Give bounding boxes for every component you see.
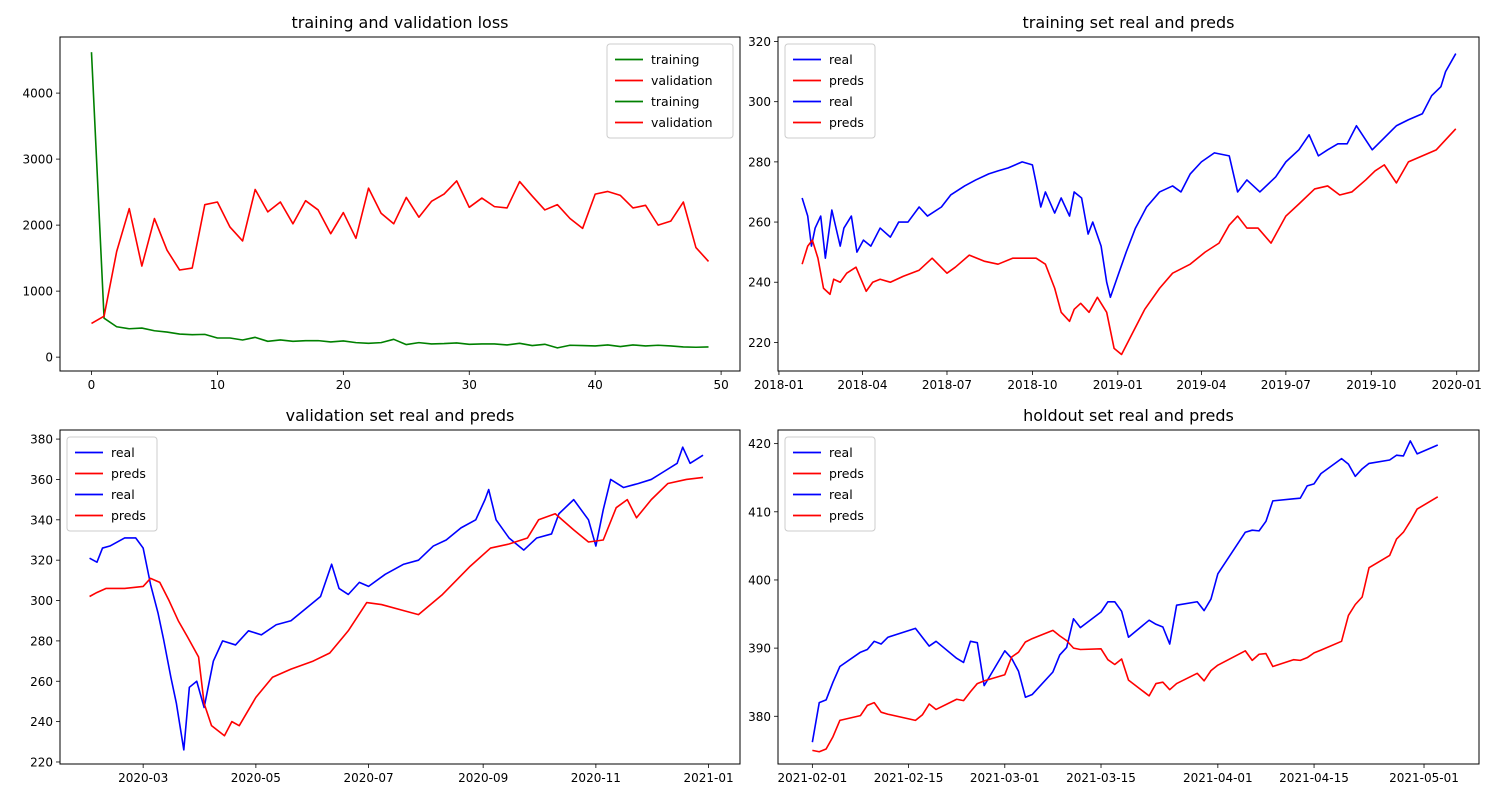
plot-frame [59, 36, 741, 372]
x-tick-label: 2021-05-01 [1389, 771, 1459, 785]
legend-label: validation [651, 115, 713, 130]
subplot-holdout-set-real-and-preds: holdout set real and preds 2021-02-01 202… [748, 406, 1480, 785]
legend: real preds real preds [784, 43, 876, 139]
plot-frame [59, 429, 741, 765]
series-line-training [90, 52, 709, 349]
y-tick-label: 360 [30, 473, 53, 487]
subplot-training-set-real-and-preds: training set real and preds 2018-01 2018-… [748, 13, 1482, 392]
y-tick-label: 240 [748, 276, 771, 290]
y-tick-label: 380 [30, 433, 53, 447]
x-tick-label: 2018-04 [837, 378, 887, 392]
subplot-training-validation-loss: training and validation loss 0 10 20 30 40 50… [22, 13, 741, 392]
legend-label: preds [829, 508, 864, 523]
x-tick-label: 50 [713, 378, 728, 392]
legend-label: real [829, 445, 853, 460]
y-tick-label: 340 [30, 513, 53, 527]
y-tick-label: 4000 [22, 87, 53, 101]
series-line-real [811, 440, 1439, 743]
subplot-validation-set-real-and-preds: validation set real and preds 2020-03 202… [30, 406, 741, 785]
y-tick-label: 390 [748, 642, 771, 656]
y-tick-label: 0 [45, 351, 53, 365]
y-tick-label: 3000 [22, 153, 53, 167]
legend-label: validation [651, 73, 713, 88]
legend-box [784, 43, 876, 139]
y-tick-label: 220 [748, 336, 771, 350]
y-tick-label: 400 [748, 573, 771, 587]
legend-label: training [651, 94, 699, 109]
x-tick-label: 2018-07 [922, 378, 972, 392]
x-tick-label: 2018-10 [1007, 378, 1057, 392]
x-tick-label: 2021-04-01 [1183, 771, 1253, 785]
y-tick-label: 260 [748, 216, 771, 230]
legend-label: preds [829, 73, 864, 88]
series-line-preds [89, 476, 704, 737]
y-tick-label: 380 [748, 710, 771, 724]
x-tick-label: 20 [336, 378, 351, 392]
x-tick-label: 2021-03-01 [970, 771, 1040, 785]
plot-frame [777, 36, 1480, 372]
y-tick-label: 240 [30, 715, 53, 729]
x-tick-label: 10 [210, 378, 225, 392]
legend-box [66, 436, 158, 532]
x-tick-label: 2021-03-15 [1066, 771, 1136, 785]
chart-title: validation set real and preds [286, 406, 515, 425]
y-tick-label: 320 [30, 554, 53, 568]
y-tick-label: 260 [30, 675, 53, 689]
legend-label: real [829, 52, 853, 67]
y-tick-label: 420 [748, 437, 771, 451]
legend-label: real [829, 487, 853, 502]
x-tick-label: 2020-11 [571, 771, 621, 785]
plot-frame [777, 429, 1480, 765]
x-tick-label: 2021-04-15 [1279, 771, 1349, 785]
y-tick-label: 220 [30, 755, 53, 769]
x-tick-label: 2021-02-01 [777, 771, 847, 785]
legend-label: real [829, 94, 853, 109]
legend: training validation training validation [606, 43, 734, 139]
x-tick-label: 2021-02-15 [874, 771, 944, 785]
x-tick-label: 2021-01 [684, 771, 734, 785]
series-line-real [89, 446, 704, 751]
series-line-preds [801, 128, 1457, 356]
x-tick-label: 2020-03 [118, 771, 168, 785]
legend-label: real [111, 487, 135, 502]
legend-label: real [111, 445, 135, 460]
series-line-real [801, 53, 1457, 299]
y-tick-label: 300 [748, 95, 771, 109]
x-tick-label: 2020-09 [458, 771, 508, 785]
legend-box [784, 436, 876, 532]
legend-label: preds [111, 466, 146, 481]
x-tick-label: 2019-01 [1093, 378, 1143, 392]
y-tick-label: 320 [748, 35, 771, 49]
legend-box [606, 43, 734, 139]
series-line-validation [91, 180, 710, 325]
legend: real preds real preds [66, 436, 158, 532]
y-tick-label: 280 [30, 634, 53, 648]
y-tick-label: 410 [748, 505, 771, 519]
legend-label: preds [829, 115, 864, 130]
legend-label: preds [829, 466, 864, 481]
x-tick-label: 2019-04 [1176, 378, 1226, 392]
chart-title: holdout set real and preds [1023, 406, 1234, 425]
x-tick-label: 40 [588, 378, 603, 392]
chart-title: training and validation loss [291, 13, 508, 32]
legend-label: preds [111, 508, 146, 523]
x-tick-label: 30 [462, 378, 477, 392]
x-tick-label: 0 [88, 378, 96, 392]
y-tick-label: 300 [30, 594, 53, 608]
chart-title: training set real and preds [1023, 13, 1235, 32]
legend-label: training [651, 52, 699, 67]
y-tick-label: 1000 [22, 285, 53, 299]
x-tick-label: 2020-01 [1432, 378, 1482, 392]
legend: real preds real preds [784, 436, 876, 532]
x-tick-label: 2020-05 [231, 771, 281, 785]
y-tick-label: 280 [748, 155, 771, 169]
x-tick-label: 2019-07 [1261, 378, 1311, 392]
series-line-preds [812, 496, 1439, 753]
x-tick-label: 2019-10 [1346, 378, 1396, 392]
y-tick-label: 2000 [22, 219, 53, 233]
x-tick-label: 2020-07 [344, 771, 394, 785]
x-tick-label: 2018-01 [754, 378, 804, 392]
